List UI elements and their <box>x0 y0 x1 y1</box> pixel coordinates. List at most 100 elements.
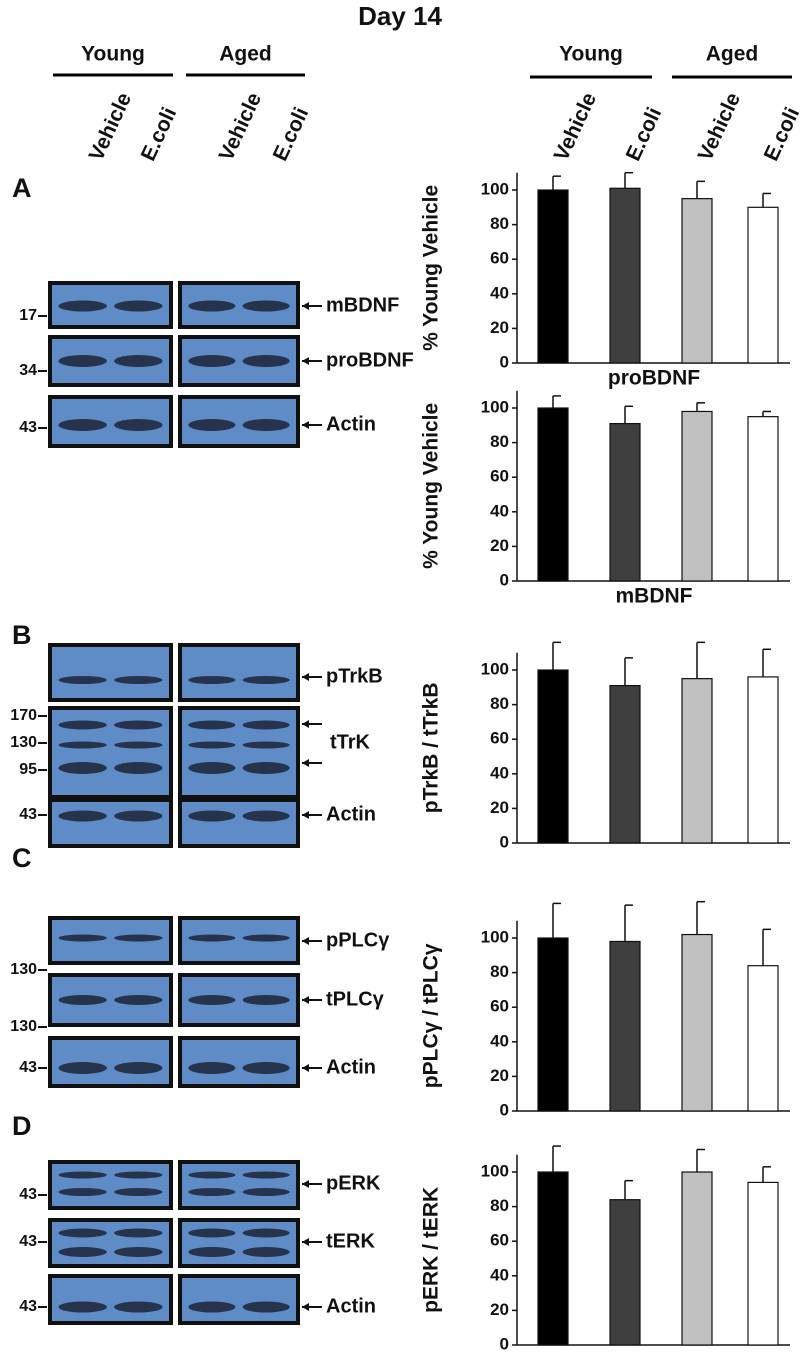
mw-marker: 34 <box>19 362 37 379</box>
band <box>58 1228 107 1238</box>
arrow-head <box>302 421 309 429</box>
lane-label: Vehicle <box>550 89 601 164</box>
mw-marker: 43 <box>19 419 37 436</box>
blot-label: Actin <box>326 1056 376 1078</box>
band <box>114 419 163 431</box>
band <box>58 419 107 431</box>
band <box>58 995 107 1005</box>
y-tick-label: 60 <box>490 729 509 748</box>
bar <box>747 416 779 582</box>
panel-letter: D <box>12 1111 32 1141</box>
group-label: Aged <box>219 43 272 66</box>
mw-marker: 43 <box>19 1298 37 1315</box>
arrow-head <box>302 996 309 1004</box>
y-tick-label: 80 <box>490 962 509 981</box>
mw-marker: 43 <box>19 806 37 823</box>
y-tick-label: 0 <box>500 1100 509 1119</box>
y-tick-label: 80 <box>490 214 509 233</box>
blot-box <box>178 643 300 702</box>
mw-marker: 43 <box>19 1059 37 1076</box>
group-label: Young <box>559 43 623 66</box>
blot-box <box>178 1218 300 1268</box>
lane-label: Vehicle <box>85 89 136 164</box>
mw-marker: 130 <box>10 1018 37 1035</box>
band <box>188 676 236 684</box>
x-axis-label: mBDNF <box>616 585 693 608</box>
mw-marker: 130 <box>10 961 37 978</box>
band <box>242 300 290 312</box>
blot-label: tTrK <box>330 731 371 753</box>
bar <box>747 206 779 364</box>
band <box>242 995 290 1005</box>
y-tick-label: 60 <box>490 1231 509 1250</box>
blot-box <box>178 1274 300 1325</box>
bar <box>747 965 779 1112</box>
y-tick-label: 100 <box>481 927 509 946</box>
blot-box <box>48 798 173 848</box>
bar <box>609 684 641 844</box>
bar <box>747 1181 779 1346</box>
band <box>188 1228 236 1238</box>
bar <box>609 187 641 364</box>
blot-box <box>48 706 173 799</box>
bar <box>537 189 569 364</box>
bar <box>747 676 779 844</box>
band <box>58 810 107 822</box>
mw-marker: 17 <box>19 307 37 324</box>
band <box>188 1062 236 1074</box>
band <box>188 1301 236 1313</box>
bar <box>537 937 569 1112</box>
group-label: Aged <box>706 43 759 66</box>
y-tick-label: 40 <box>490 1031 509 1050</box>
band <box>114 1062 163 1074</box>
band <box>114 1247 163 1257</box>
y-tick-label: 100 <box>481 179 509 198</box>
band <box>58 1247 107 1257</box>
mw-marker: 43 <box>19 1233 37 1250</box>
band <box>242 720 290 730</box>
blot-box <box>48 395 173 448</box>
arrow-head <box>302 1064 309 1072</box>
arrow-head <box>302 1180 309 1188</box>
band <box>188 934 236 942</box>
y-axis-label: pTrkB / tTrkB <box>420 682 443 813</box>
blot-box <box>178 798 300 848</box>
band <box>114 995 163 1005</box>
y-axis-label: % Young Vehicle <box>420 185 443 351</box>
band <box>114 676 163 684</box>
band <box>242 741 290 749</box>
blot-label: tPLCγ <box>326 988 385 1010</box>
arrow-head <box>302 720 309 728</box>
band <box>242 676 290 684</box>
y-axis-label: pPLCγ / tPLCγ <box>420 943 443 1088</box>
lane-label: E.coli <box>622 104 667 165</box>
lane-label: E.coli <box>760 104 800 165</box>
band <box>114 355 163 367</box>
blot-label: tERK <box>326 1230 375 1252</box>
lane-label: E.coli <box>269 104 314 165</box>
y-axis-label: % Young Vehicle <box>420 403 443 569</box>
band <box>242 762 290 774</box>
band <box>114 741 163 749</box>
bar <box>609 1199 641 1346</box>
y-axis-label: pERK / tERK <box>420 1187 443 1313</box>
y-tick-label: 20 <box>490 536 509 555</box>
panel-letter: A <box>12 173 32 203</box>
y-tick-label: 0 <box>500 1334 509 1353</box>
band <box>114 300 163 312</box>
bar <box>681 198 713 364</box>
mw-marker: 43 <box>19 1186 37 1203</box>
bar <box>537 1171 569 1346</box>
band <box>188 720 236 730</box>
y-tick-label: 40 <box>490 501 509 520</box>
band <box>242 355 290 367</box>
band <box>242 419 290 431</box>
arrow-head <box>302 673 309 681</box>
y-tick-label: 0 <box>500 352 509 371</box>
band <box>114 934 163 942</box>
arrow-head <box>302 1238 309 1246</box>
band <box>58 300 107 312</box>
blot-label: pTrkB <box>326 665 383 687</box>
y-tick-label: 80 <box>490 1196 509 1215</box>
blot-label: pERK <box>326 1172 381 1194</box>
